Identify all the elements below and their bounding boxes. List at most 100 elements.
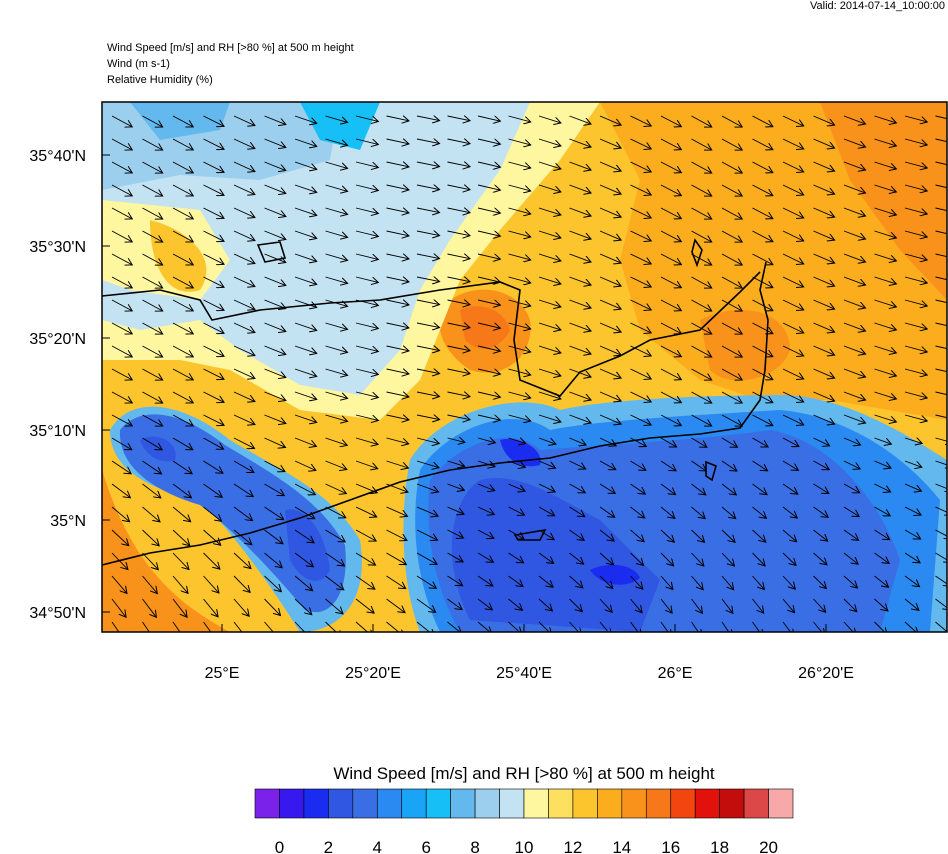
wind-arrow [386, 231, 409, 236]
wind-arrow [325, 253, 348, 260]
wind-arrow [721, 207, 742, 219]
wind-arrow [874, 529, 890, 540]
wind-arrow [752, 322, 773, 334]
wind-arrow [569, 437, 587, 445]
wind-arrow [874, 115, 897, 123]
wind-arrow [843, 598, 857, 612]
wind-arrow [477, 230, 500, 236]
wind-arrow [813, 299, 835, 309]
wind-arrow [752, 368, 773, 380]
colorbar-swatch [425, 788, 451, 819]
wind-arrow [447, 506, 465, 514]
wind-arrow [172, 253, 193, 265]
wind-arrow [660, 391, 681, 403]
wind-arrow [721, 437, 737, 447]
wind-arrow [142, 598, 157, 617]
wind-arrow [416, 529, 438, 540]
wind-arrow [721, 368, 742, 380]
wind-arrow [416, 437, 439, 444]
wind-arrow [325, 437, 348, 445]
wind-arrow [904, 621, 918, 632]
wind-arrow [172, 161, 193, 173]
wind-arrow [691, 161, 712, 173]
wind-arrow [477, 506, 494, 515]
wind-arrow [508, 575, 524, 587]
wind-arrow [691, 368, 712, 380]
wind-arrow [203, 391, 225, 402]
wind-arrow [569, 506, 585, 517]
wind-arrow [264, 598, 281, 616]
wind-arrow [691, 391, 712, 403]
wind-arrow [630, 207, 652, 218]
wind-arrow [416, 392, 440, 397]
wind-arrow [386, 392, 409, 397]
wind-arrow [447, 116, 471, 121]
wind-arrow [203, 529, 221, 545]
wind-arrow [355, 276, 378, 282]
wind-arrow [904, 506, 921, 515]
wind-arrow [355, 322, 378, 328]
wind-arrow [477, 483, 495, 491]
wind-arrow [477, 438, 495, 443]
wind-arrow [660, 483, 676, 495]
wind-arrow [142, 552, 159, 570]
wind-arrow [111, 368, 132, 380]
wind-arrow [569, 368, 592, 377]
wind-arrow [447, 552, 464, 562]
wind-arrow [477, 598, 492, 610]
wind-arrow [233, 230, 255, 241]
wind-arrow [599, 368, 621, 378]
wind-arrow [721, 460, 737, 471]
lat-label: 35°N [50, 513, 86, 530]
wind-arrow [416, 185, 440, 190]
wind-arrow [782, 552, 796, 565]
wind-arrow [386, 460, 409, 468]
wind-arrow [111, 253, 132, 265]
wind-arrow [325, 529, 346, 542]
wind-arrow [447, 529, 464, 538]
colorbar-label: 20 [759, 838, 778, 854]
wind-arrow [416, 552, 437, 564]
wind-arrow [264, 391, 286, 401]
wind-arrow [233, 368, 255, 379]
wind-arrow [264, 552, 283, 568]
wind-arrow [508, 299, 531, 306]
wind-arrow [203, 552, 220, 569]
wind-arrow [904, 529, 921, 539]
wind-arrow [660, 253, 681, 265]
wind-arrow [325, 506, 346, 518]
wind-arrow [721, 575, 734, 590]
wind-arrow [660, 552, 674, 566]
wind-arrow [233, 207, 255, 218]
wind-arrow [569, 345, 592, 354]
wind-arrow [447, 300, 471, 305]
wind-arrow [477, 529, 494, 538]
wind-arrow [569, 299, 592, 308]
wind-arrow [233, 184, 255, 195]
wind-arrow [843, 161, 866, 170]
wind-arrow [416, 483, 439, 492]
wind-arrow [599, 322, 621, 332]
wind-arrow [447, 598, 463, 610]
wind-arrow [599, 529, 614, 541]
wind-arrow [752, 253, 773, 265]
wind-arrow [416, 460, 439, 468]
wind-arrow [355, 115, 378, 121]
wind-arrow [203, 184, 225, 195]
colorbar-swatch [376, 788, 403, 819]
wind-arrow [843, 230, 866, 239]
wind-arrow [294, 529, 314, 543]
wind-arrow [294, 253, 317, 261]
wind-arrow [142, 391, 163, 403]
wind-arrow [752, 621, 763, 632]
wind-arrow [843, 207, 866, 216]
wind-arrow [752, 598, 764, 613]
wind-arrow [843, 414, 866, 423]
wind-arrow [386, 552, 407, 565]
wind-arrow [325, 138, 348, 145]
wind-arrow [294, 506, 315, 519]
wind-arrow [416, 300, 440, 305]
wind-arrow [233, 414, 255, 425]
wind-arrow [325, 184, 348, 191]
